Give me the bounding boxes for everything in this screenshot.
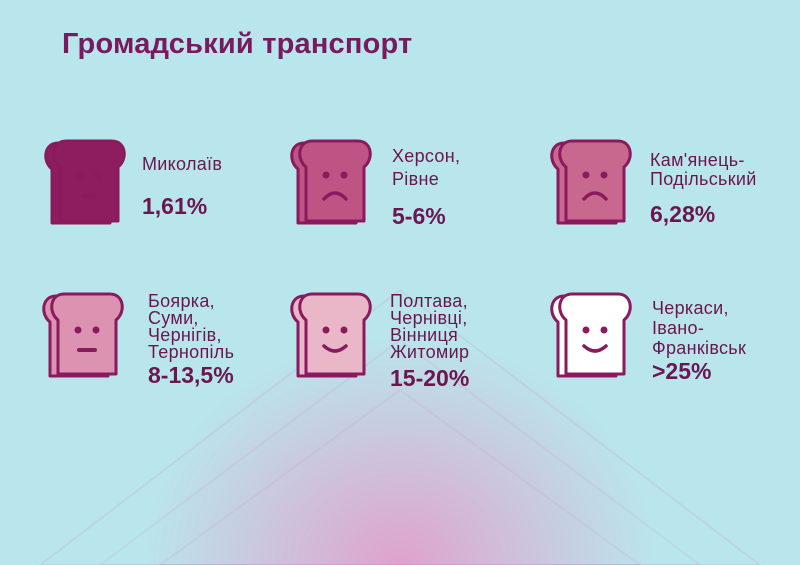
card-value: 15-20%	[390, 365, 470, 391]
card-kherson-rivne: Херсон, Рівне 5-6%	[288, 137, 528, 237]
card-value: 1,61%	[142, 193, 208, 219]
card-value: 8-13,5%	[148, 362, 234, 388]
smile-bread-icon	[290, 292, 372, 378]
sad-bread-icon	[550, 139, 632, 225]
page-title: Громадський транспорт	[62, 28, 413, 60]
card-value: 5-6%	[392, 203, 446, 229]
sad-bread-icon	[290, 139, 372, 225]
card-poltava-chernivtsi-vinnytsia-zhytomyr: Полтава, Чернівці, Вінниця Житомир 15-20…	[288, 290, 528, 391]
card-kamianets-podilskyi: Кам'янець- Подільський 6,28%	[548, 137, 798, 237]
card-value: >25%	[652, 358, 712, 384]
card-city: Херсон, Рівне	[392, 146, 461, 189]
card-value: 6,28%	[650, 201, 716, 227]
card-city: Черкаси, Івано- Франківськ	[652, 298, 747, 358]
card-city: Боярка, Суми, Чернігів, Тернопіль	[148, 291, 235, 362]
card-city: Кам'янець- Подільський	[650, 150, 757, 189]
card-boiarka-sumy-chernihiv-ternopil: Боярка, Суми, Чернігів, Тернопіль 8-13,5…	[40, 290, 280, 390]
neutral-bread-icon	[42, 292, 124, 378]
card-city: Полтава, Чернівці, Вінниця Житомир	[390, 291, 470, 362]
svg-text:✱: ✱	[93, 170, 104, 185]
card-cherkasy-ivano-frankivsk: Черкаси, Івано- Франківськ >25%	[548, 290, 798, 390]
svg-text:✱: ✱	[75, 170, 86, 185]
card-city: Миколаїв	[142, 154, 223, 174]
dizzy-bread-icon: ✱ ✱	[44, 139, 126, 225]
smile-bread-icon	[550, 292, 632, 378]
card-mykolaiv: ✱ ✱ Миколаїв 1,61%	[42, 137, 282, 237]
